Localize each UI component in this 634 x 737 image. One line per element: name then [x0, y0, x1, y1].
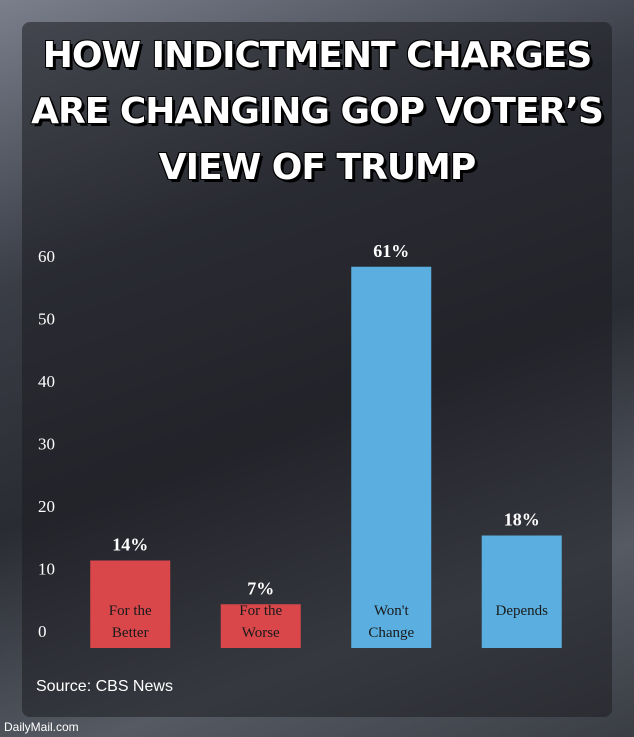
y-tick-label: 60 [38, 247, 55, 266]
value-label: 18% [504, 510, 540, 530]
bar [481, 535, 562, 648]
category-label: Won't Change [368, 603, 415, 641]
watermark: DailyMail.com [4, 720, 79, 734]
bar [90, 560, 171, 648]
y-tick-label: 10 [38, 559, 55, 578]
category-label: For the Better [108, 603, 152, 641]
category-label: For the Worse [239, 603, 283, 641]
bar [220, 604, 301, 648]
y-tick-label: 20 [38, 497, 55, 516]
chart-title: HOW INDICTMENT CHARGES ARE CHANGING GOP … [31, 35, 604, 188]
y-tick-label: 30 [38, 434, 55, 453]
y-tick-label: 40 [38, 372, 55, 391]
y-tick-label: 0 [38, 622, 47, 641]
value-label: 14% [112, 535, 148, 555]
value-label: 7% [247, 578, 274, 598]
source: Source: CBS News [36, 678, 173, 695]
bar [351, 266, 432, 648]
category-label: Depends [495, 603, 549, 619]
y-tick-label: 50 [38, 309, 55, 328]
value-label: 61% [373, 241, 409, 261]
